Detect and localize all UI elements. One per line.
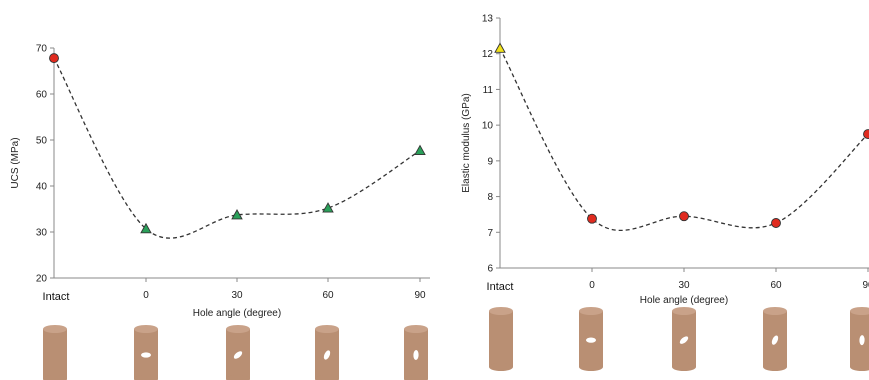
specimen-hole-90-icon — [404, 325, 428, 380]
specimen-hole-30-icon — [226, 325, 250, 380]
x-axis-title: Hole angle (degree) — [193, 308, 281, 319]
data-point-60 — [771, 218, 781, 228]
y-tick-label: 6 — [487, 264, 493, 275]
specimen-hole-60-icon — [763, 307, 787, 371]
data-point-30 — [679, 211, 689, 222]
y-tick-label: 7 — [487, 228, 493, 239]
x-tick-label: 0 — [589, 280, 595, 291]
y-tick-label: 40 — [36, 182, 48, 193]
specimen-hole-30-icon — [672, 307, 696, 371]
data-point-90 — [863, 129, 869, 140]
data-point-90 — [414, 144, 426, 156]
y-tick-label: 70 — [36, 44, 48, 55]
data-point-Intact — [49, 53, 59, 64]
x-tick-label: 60 — [322, 290, 334, 301]
elastic-modulus-chart: 6 7 8 9 10 11 12 13 Intact 0 30 60 90 Hole angle (d… — [461, 14, 869, 371]
y-tick-label: 10 — [482, 121, 494, 132]
x-axis-title: Hole angle (degree) — [640, 295, 728, 306]
x-tick-label: 0 — [143, 290, 149, 301]
data-point-60 — [322, 202, 334, 213]
ucs-trend-line — [53, 57, 421, 239]
ucs-chart: 20 30 40 50 60 70 Intact 0 30 60 90 Hole angle (d… — [10, 44, 430, 380]
y-tick-label: 9 — [487, 156, 493, 167]
specimen-hole-60-icon — [315, 325, 339, 380]
y-tick-label: 13 — [482, 14, 494, 25]
x-tick-label: 60 — [770, 280, 782, 291]
x-tick-label: 90 — [862, 280, 869, 291]
y-axis-title: UCS (MPa) — [10, 137, 21, 188]
y-tick-label: 60 — [36, 90, 48, 101]
specimen-intact-icon — [489, 307, 513, 371]
data-point-0 — [587, 213, 597, 224]
y-axis-title: Elastic modulus (GPa) — [461, 93, 472, 192]
y-tick-label: 20 — [36, 274, 48, 285]
modulus-trend-line — [499, 48, 869, 231]
specimen-hole-0-icon — [134, 325, 158, 380]
y-tick-label: 11 — [483, 85, 494, 96]
y-tick-label: 30 — [36, 228, 48, 239]
data-point-Intact — [494, 42, 506, 53]
x-tick-label: 30 — [231, 290, 243, 301]
y-tick-label: 12 — [482, 49, 494, 60]
data-point-30 — [231, 209, 243, 220]
y-tick-label: 50 — [36, 136, 48, 147]
x-tick-label-intact: Intact — [487, 281, 514, 293]
specimen-hole-90-icon — [850, 307, 869, 371]
specimen-hole-0-icon — [579, 307, 603, 371]
y-tick-label: 8 — [487, 192, 493, 203]
x-tick-label: 90 — [414, 290, 426, 301]
x-tick-label: 30 — [678, 280, 690, 291]
x-tick-label-intact: Intact — [43, 291, 70, 303]
data-point-0 — [140, 222, 152, 234]
specimen-intact-icon — [43, 325, 67, 380]
